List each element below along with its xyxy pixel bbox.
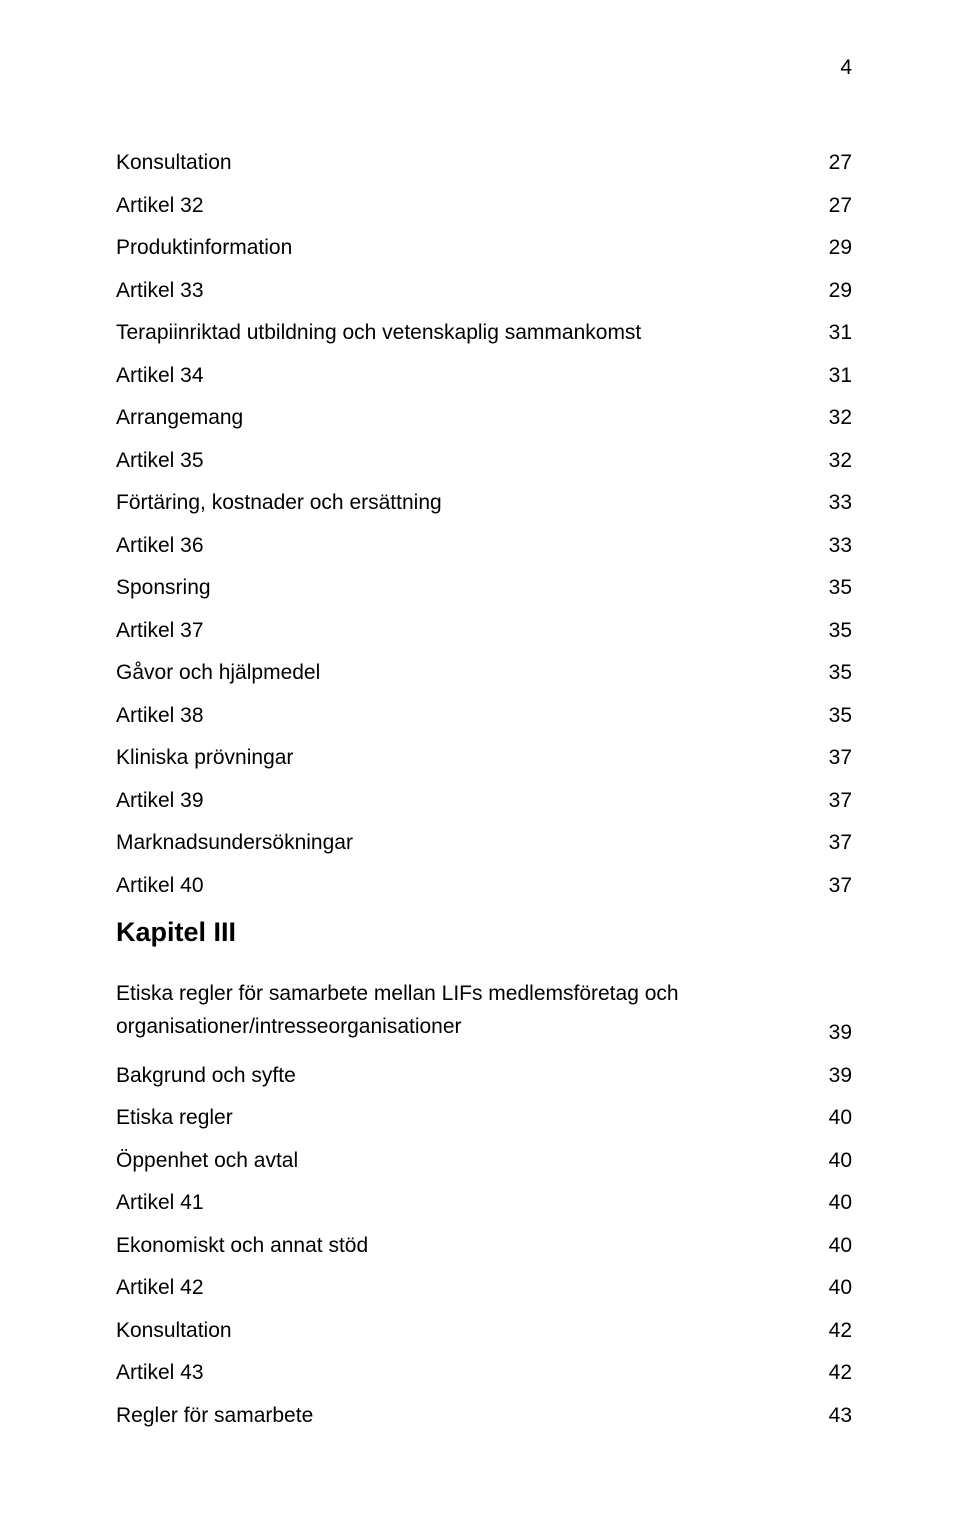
toc-row: Artikel 3735 [116,620,852,641]
toc-row: Marknadsundersökningar37 [116,832,852,853]
toc-page: 42 [812,1320,852,1341]
toc-page: 27 [812,195,852,216]
toc-label: Konsultation [116,1320,812,1341]
toc-row: Etiska regler40 [116,1107,852,1128]
section-heading: Kapitel III [116,917,852,948]
toc-page: 40 [812,1235,852,1256]
toc-row: Produktinformation29 [116,237,852,258]
toc-label: Ekonomiskt och annat stöd [116,1235,812,1256]
toc-label: Artikel 39 [116,790,812,811]
toc-page: 37 [812,875,852,896]
toc-page: 35 [812,662,852,683]
toc-page: 35 [812,620,852,641]
toc-row: Artikel 4240 [116,1277,852,1298]
toc-row: Artikel 4140 [116,1192,852,1213]
toc-row: Etiska regler för samarbete mellan LIFs … [116,978,852,1043]
toc-list-1: Konsultation27Artikel 3227Produktinforma… [116,152,852,896]
toc-label: Konsultation [116,152,812,173]
toc-label: Artikel 37 [116,620,812,641]
toc-row: Artikel 4342 [116,1362,852,1383]
toc-label: Artikel 34 [116,365,812,386]
toc-label: Terapiinriktad utbildning och vetenskapl… [116,322,812,343]
toc-page: 39 [812,1022,852,1043]
toc-label: Gåvor och hjälpmedel [116,662,812,683]
toc-page: 32 [812,407,852,428]
toc-row: Arrangemang32 [116,407,852,428]
toc-page: 40 [812,1150,852,1171]
toc-page: 37 [812,790,852,811]
toc-page: 40 [812,1107,852,1128]
toc-page: 29 [812,237,852,258]
toc-label: Artikel 32 [116,195,812,216]
toc-page: 29 [812,280,852,301]
toc-list-2: Etiska regler för samarbete mellan LIFs … [116,978,852,1426]
page-number: 4 [840,56,852,80]
toc-label: Artikel 33 [116,280,812,301]
toc-page: 37 [812,832,852,853]
toc-label: Artikel 43 [116,1362,812,1383]
toc-page: 43 [812,1405,852,1426]
toc-row: Konsultation27 [116,152,852,173]
toc-row: Artikel 3633 [116,535,852,556]
toc-label: Öppenhet och avtal [116,1150,812,1171]
toc-label: Produktinformation [116,237,812,258]
toc-row: Gåvor och hjälpmedel35 [116,662,852,683]
toc-page: 42 [812,1362,852,1383]
toc-page: 32 [812,450,852,471]
toc-label: Etiska regler [116,1107,812,1128]
toc-row: Artikel 3227 [116,195,852,216]
toc-label: Artikel 40 [116,875,812,896]
toc-label: Marknadsundersökningar [116,832,812,853]
toc-label: Artikel 41 [116,1192,812,1213]
toc-row: Regler för samarbete43 [116,1405,852,1426]
toc-row: Förtäring, kostnader och ersättning33 [116,492,852,513]
toc-label: Regler för samarbete [116,1405,812,1426]
toc-page: 27 [812,152,852,173]
toc-row: Artikel 3835 [116,705,852,726]
toc-row: Kliniska prövningar37 [116,747,852,768]
toc-row: Terapiinriktad utbildning och vetenskapl… [116,322,852,343]
toc-page: 40 [812,1192,852,1213]
toc-label: Förtäring, kostnader och ersättning [116,492,812,513]
toc-row: Artikel 4037 [116,875,852,896]
toc-label: Artikel 36 [116,535,812,556]
toc-row: Konsultation42 [116,1320,852,1341]
toc-row: Artikel 3532 [116,450,852,471]
toc-page: 37 [812,747,852,768]
toc-row: Artikel 3431 [116,365,852,386]
toc-page: 39 [812,1065,852,1086]
toc-label: Artikel 42 [116,1277,812,1298]
toc-label: Bakgrund och syfte [116,1065,812,1086]
toc-label: Sponsring [116,577,812,598]
toc-row: Öppenhet och avtal40 [116,1150,852,1171]
toc-row: Sponsring35 [116,577,852,598]
toc-label: Kliniska prövningar [116,747,812,768]
toc-page: 35 [812,577,852,598]
toc-page: 35 [812,705,852,726]
toc-row: Bakgrund och syfte39 [116,1065,852,1086]
toc-row: Artikel 3937 [116,790,852,811]
toc-page: 33 [812,535,852,556]
toc-row: Artikel 3329 [116,280,852,301]
toc-content: Konsultation27Artikel 3227Produktinforma… [116,152,852,1447]
toc-row: Ekonomiskt och annat stöd40 [116,1235,852,1256]
toc-label: Artikel 35 [116,450,812,471]
toc-page: 40 [812,1277,852,1298]
toc-label: Artikel 38 [116,705,812,726]
toc-page: 33 [812,492,852,513]
toc-page: 31 [812,365,852,386]
toc-label: Arrangemang [116,407,812,428]
toc-page: 31 [812,322,852,343]
page: 4 Konsultation27Artikel 3227Produktinfor… [0,0,960,1523]
toc-label: Etiska regler för samarbete mellan LIFs … [116,978,812,1043]
